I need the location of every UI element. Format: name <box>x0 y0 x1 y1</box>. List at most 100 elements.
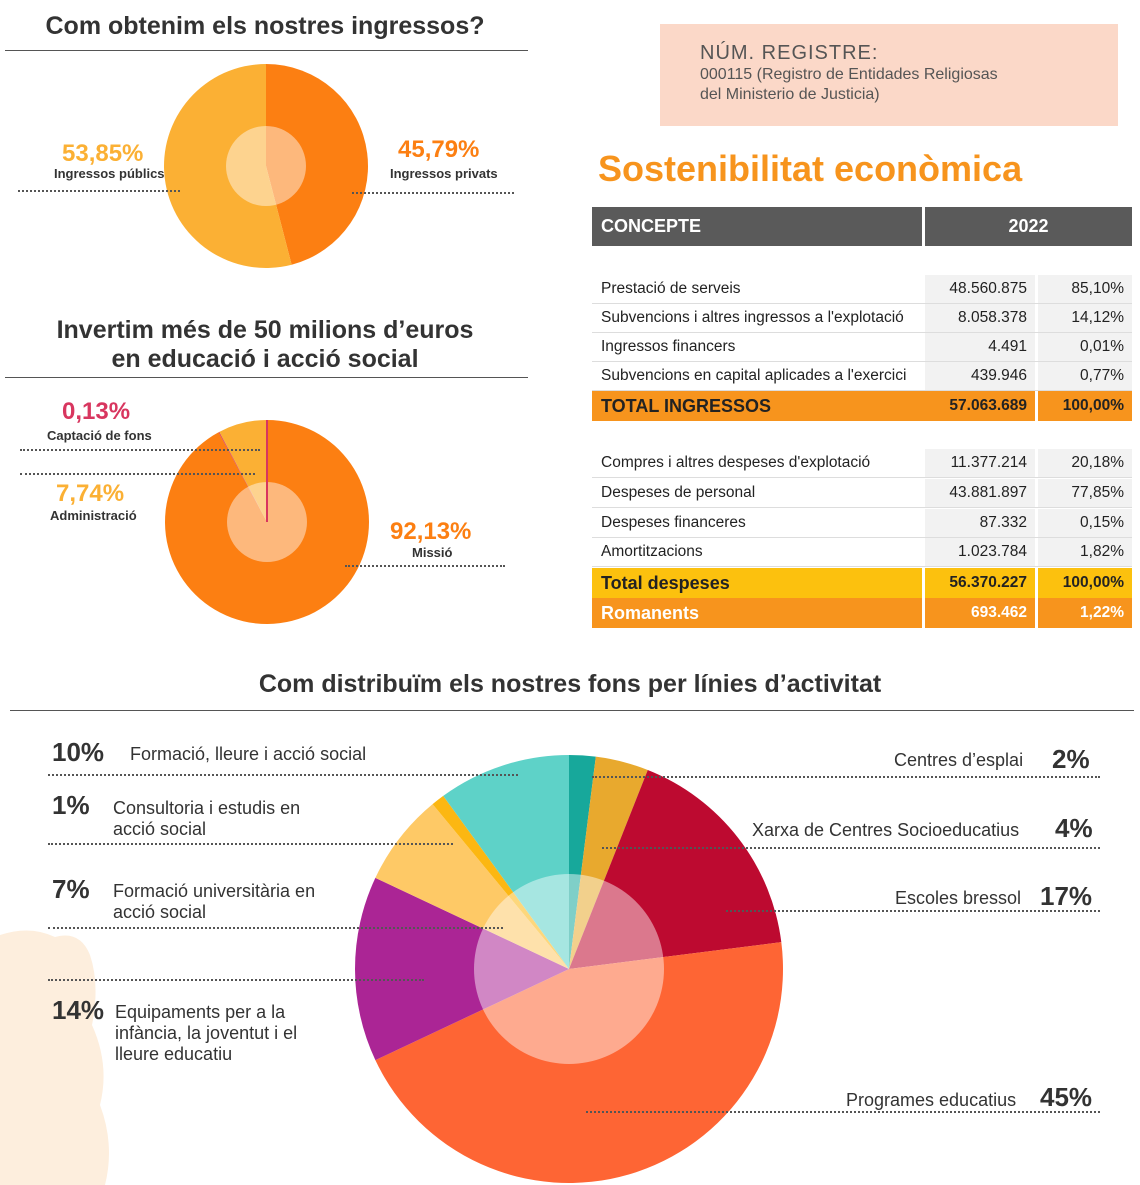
pie-slice-esplai <box>569 755 596 969</box>
mission-leader <box>345 565 505 567</box>
table-row: Subvencions en capital aplicades a l'exe… <box>592 362 1132 391</box>
pie-center-highlight <box>474 874 664 1064</box>
table-row: Ingressos financers 4.491 0,01% <box>592 333 1132 362</box>
income-title-rule <box>5 50 528 51</box>
activity-label-esplai: Centres d’esplai <box>894 750 1024 770</box>
investment-title-line2: en educació i acció social <box>111 345 419 373</box>
pie-slice-equipaments <box>355 877 569 1061</box>
activity-leader <box>602 847 1100 849</box>
pie-slice-universitaria <box>375 804 569 969</box>
activity-pct-formacio: 10% <box>52 737 105 767</box>
financial-table: CONCEPTE 2022 Prestació de serveis 48.56… <box>592 207 1132 632</box>
row-pct: 0,15% <box>1038 509 1132 537</box>
row-amount: 43.881.897 <box>925 479 1035 507</box>
pie-slice-xarxa <box>569 756 648 969</box>
activity-leader <box>586 1111 1100 1113</box>
row-pct: 1,82% <box>1038 538 1132 566</box>
activity-leader <box>48 774 518 776</box>
table-row: Amortitzacions 1.023.784 1,82% <box>592 538 1132 567</box>
income-title: Com obtenim els nostres ingressos? <box>45 12 485 40</box>
header-concept: CONCEPTE <box>592 207 922 246</box>
row-amount: 56.370.227 <box>949 574 1027 591</box>
remainder-row: Romanents 693.462 1,22% <box>592 598 1132 628</box>
activity-pct-bressol: 17% <box>1040 881 1093 911</box>
table-row: Despeses financeres 87.332 0,15% <box>592 509 1132 538</box>
investment-pie-chart <box>164 420 369 624</box>
activity-pie-chart <box>355 755 783 1183</box>
income-total-row: TOTAL INGRESSOS 57.063.689 100,00% <box>592 391 1132 421</box>
activity-label-programes: Programes educatius <box>846 1090 1017 1110</box>
income-public-pct: 53,85% <box>62 140 144 167</box>
row-pct: 20,18% <box>1038 449 1132 477</box>
table-header: CONCEPTE 2022 <box>592 207 1132 246</box>
activity-leader <box>726 910 1100 912</box>
registry-title: NÚM. REGISTRE: <box>700 42 879 64</box>
row-amount: 1.023.784 <box>925 538 1035 566</box>
row-label: Ingressos financers <box>601 338 736 355</box>
equipaments-text: Equipaments per a la infància, la jovent… <box>115 1002 298 1064</box>
income-public-label: Ingressos públics <box>54 166 165 181</box>
registry-line1: 000115 (Registro de Entidades Religiosas <box>700 66 998 83</box>
row-pct: 0,01% <box>1038 333 1132 361</box>
row-label: Romanents <box>601 602 700 623</box>
fundraising-pct: 0,13% <box>62 398 131 425</box>
expense-total-row: Total despeses 56.370.227 100,00% <box>592 568 1132 598</box>
row-pct: 85,10% <box>1038 275 1132 303</box>
row-label: Amortitzacions <box>601 543 703 560</box>
row-label: Prestació de serveis <box>601 280 741 297</box>
activity-label-xarxa: Xarxa de Centres Socioeducatius <box>752 820 1020 840</box>
row-label: Total despeses <box>601 572 730 593</box>
activity-pct-universitaria: 7% <box>52 874 90 904</box>
row-pct: 0,77% <box>1038 362 1132 390</box>
activity-pct-esplai: 2% <box>1052 744 1090 774</box>
income-private-pct: 45,79% <box>398 136 480 163</box>
activity-title-rule <box>10 710 1134 711</box>
row-label: Despeses financeres <box>601 514 746 531</box>
row-amount: 4.491 <box>925 333 1035 361</box>
table-row: Compres i altres despeses d'explotació 1… <box>592 449 1132 478</box>
sustainability-title: Sostenibilitat econòmica <box>598 148 1023 189</box>
row-label: TOTAL INGRESSOS <box>601 395 772 416</box>
row-amount: 48.560.875 <box>925 275 1035 303</box>
mission-pct: 92,13% <box>390 518 472 545</box>
table-col-sep <box>922 568 925 628</box>
activity-title: Com distribuïm els nostres fons per líni… <box>258 670 882 698</box>
consultoria-text: Consultoria i estudis en acció social <box>113 798 301 839</box>
row-amount: 8.058.378 <box>925 304 1035 332</box>
fundraising-leader <box>20 449 260 451</box>
income-private-label: Ingressos privats <box>390 166 498 181</box>
table-row: Despeses de personal 43.881.897 77,85% <box>592 479 1132 508</box>
table-col-sep <box>1035 391 1038 421</box>
pie-slice-public <box>163 64 292 268</box>
activity-label-equipaments: Equipaments per a la infància, la jovent… <box>115 1002 325 1065</box>
activity-pct-equipaments: 14% <box>52 995 105 1025</box>
activity-pct-xarxa: 4% <box>1055 813 1093 843</box>
activity-leader <box>48 843 453 845</box>
admin-leader <box>20 473 255 475</box>
activity-leader <box>592 776 1100 778</box>
activity-leader <box>48 979 424 981</box>
admin-label: Administració <box>50 508 137 523</box>
pie-slice-programes <box>375 942 783 1183</box>
row-amount: 439.946 <box>925 362 1035 390</box>
pie-slice-formacio <box>443 755 569 969</box>
row-label: Despeses de personal <box>601 484 756 501</box>
activity-label-universitaria: Formació universitària en acció social <box>113 881 328 923</box>
row-pct: 100,00% <box>1062 574 1124 591</box>
row-label: Compres i altres despeses d'explotació <box>601 454 871 471</box>
registry-line2: del Ministerio de Justicia) <box>700 86 880 103</box>
row-amount: 87.332 <box>925 509 1035 537</box>
activity-pct-consultoria: 1% <box>52 790 90 820</box>
activity-label-bressol: Escoles bressol <box>895 888 1022 908</box>
pie-slice-consultoria <box>432 795 569 969</box>
row-pct: 14,12% <box>1038 304 1132 332</box>
activity-leader <box>48 927 503 929</box>
row-pct: 100,00% <box>1062 397 1124 414</box>
table-row: Prestació de serveis 48.560.875 85,10% <box>592 275 1132 304</box>
header-year: 2022 <box>925 207 1132 246</box>
pie-slice-administration <box>219 420 267 522</box>
row-amount: 57.063.689 <box>949 397 1027 414</box>
row-pct: 1,22% <box>1080 604 1124 621</box>
income-pie-chart <box>163 64 368 268</box>
pie-slice-fundraising <box>218 431 267 522</box>
